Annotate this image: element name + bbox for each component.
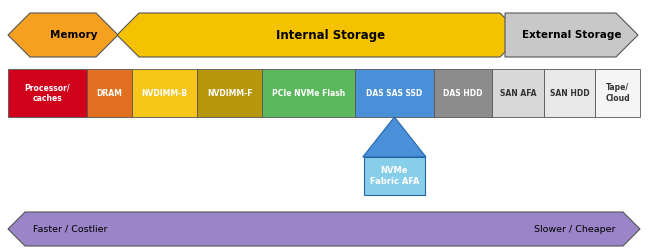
Text: NVDIMM-F: NVDIMM-F: [207, 88, 252, 98]
Bar: [262, 69, 355, 117]
Bar: [492, 69, 544, 117]
Bar: [544, 69, 596, 117]
Bar: [364, 157, 425, 195]
Bar: [355, 69, 434, 117]
Polygon shape: [117, 13, 522, 57]
Text: SAN HDD: SAN HDD: [550, 88, 590, 98]
Text: Tape/
Cloud: Tape/ Cloud: [605, 83, 630, 103]
Text: PCIe NVMe Flash: PCIe NVMe Flash: [272, 88, 345, 98]
Polygon shape: [8, 13, 118, 57]
Text: DAS SAS SSD: DAS SAS SSD: [366, 88, 422, 98]
Text: Memory: Memory: [51, 30, 98, 40]
Text: DRAM: DRAM: [97, 88, 122, 98]
Polygon shape: [363, 117, 426, 157]
Text: NVMe
Fabric AFA: NVMe Fabric AFA: [369, 166, 419, 186]
Text: External Storage: External Storage: [522, 30, 621, 40]
Text: Processor/
caches: Processor/ caches: [25, 83, 71, 103]
Bar: [8, 69, 87, 117]
Bar: [132, 69, 197, 117]
Text: Faster / Costlier: Faster / Costlier: [33, 225, 108, 234]
Text: DAS HDD: DAS HDD: [443, 88, 483, 98]
Bar: [434, 69, 492, 117]
Bar: [596, 69, 640, 117]
Bar: [197, 69, 262, 117]
Text: Slower / Cheaper: Slower / Cheaper: [533, 225, 615, 234]
Text: SAN AFA: SAN AFA: [500, 88, 537, 98]
Polygon shape: [505, 13, 638, 57]
Text: Internal Storage: Internal Storage: [276, 28, 385, 42]
Text: NVDIMM-B: NVDIMM-B: [141, 88, 187, 98]
Polygon shape: [8, 212, 640, 246]
Bar: [87, 69, 132, 117]
